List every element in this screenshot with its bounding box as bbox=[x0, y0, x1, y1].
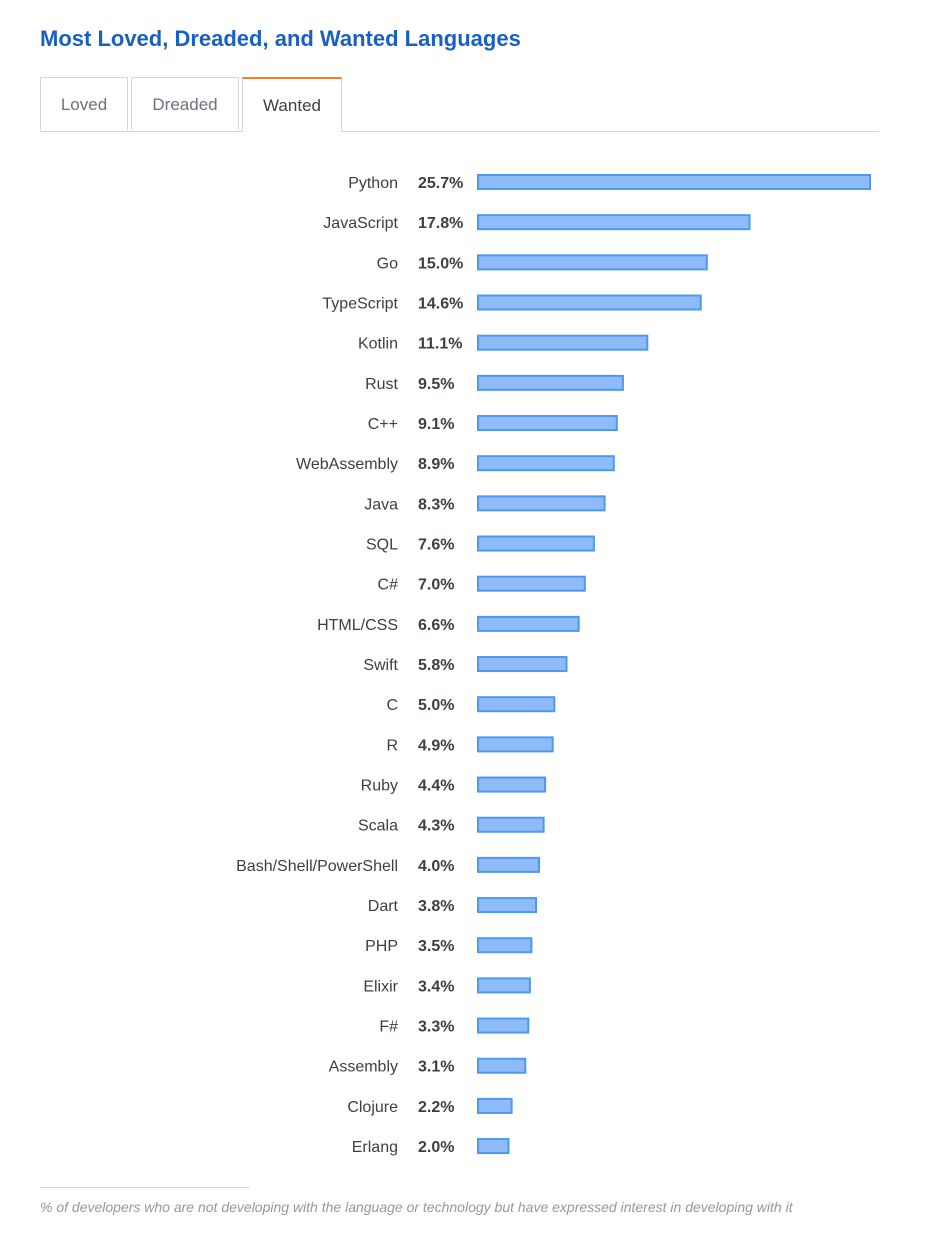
bar-r bbox=[477, 736, 554, 753]
tab-loved[interactable]: Loved bbox=[40, 77, 128, 130]
value-label-cplusplus: 9.1% bbox=[418, 416, 454, 433]
bar-typescript bbox=[477, 294, 702, 311]
category-label-kotlin: Kotlin bbox=[358, 336, 398, 353]
bar-rust bbox=[477, 374, 624, 391]
bar-dart bbox=[477, 897, 537, 914]
category-label-swift: Swift bbox=[363, 657, 398, 674]
category-label-html-css: HTML/CSS bbox=[317, 617, 398, 634]
value-label-ruby: 4.4% bbox=[418, 778, 454, 795]
category-label-assembly: Assembly bbox=[329, 1059, 398, 1076]
category-label-dart: Dart bbox=[368, 898, 399, 915]
value-label-java: 8.3% bbox=[418, 496, 454, 513]
wanted-languages-bar-chart: Python 25.7% JavaScript 17.8% Go 15.0% TypeScr… bbox=[236, 174, 871, 1156]
footnote-divider bbox=[40, 1187, 250, 1188]
bar-elixir bbox=[477, 977, 531, 994]
category-label-scala: Scala bbox=[358, 818, 398, 835]
value-label-r: 4.9% bbox=[418, 737, 454, 754]
category-label-webassembly: WebAssembly bbox=[296, 456, 398, 473]
category-label-ruby: Ruby bbox=[361, 778, 398, 795]
bar-clojure bbox=[477, 1097, 513, 1114]
category-label-erlang: Erlang bbox=[352, 1139, 398, 1156]
category-label-bash-shell-powershell: Bash/Shell/PowerShell bbox=[236, 858, 398, 875]
category-label-python: Python bbox=[348, 175, 398, 192]
value-label-erlang: 2.0% bbox=[418, 1139, 454, 1156]
bar-kotlin bbox=[477, 334, 649, 351]
category-label-go: Go bbox=[377, 255, 398, 272]
value-label-dart: 3.8% bbox=[418, 898, 454, 915]
value-label-sql: 7.6% bbox=[418, 537, 454, 554]
bar-fsharp bbox=[477, 1017, 530, 1034]
value-label-c: 5.0% bbox=[418, 697, 454, 714]
tab-wanted[interactable]: Wanted bbox=[242, 77, 342, 132]
page-title: Most Loved, Dreaded, and Wanted Language… bbox=[40, 26, 521, 51]
bar-javascript bbox=[477, 214, 751, 231]
category-label-javascript: JavaScript bbox=[323, 215, 398, 232]
category-label-fsharp: F# bbox=[379, 1019, 398, 1036]
value-label-swift: 5.8% bbox=[418, 657, 454, 674]
bar-webassembly bbox=[477, 455, 615, 472]
category-label-clojure: Clojure bbox=[347, 1099, 398, 1116]
bar-c bbox=[477, 696, 556, 713]
value-label-html-css: 6.6% bbox=[418, 617, 454, 634]
category-label-java: Java bbox=[364, 496, 398, 513]
category-label-c: C bbox=[386, 697, 398, 714]
category-label-r: R bbox=[386, 737, 398, 754]
value-label-python: 25.7% bbox=[418, 175, 463, 192]
value-label-php: 3.5% bbox=[418, 938, 454, 955]
value-label-webassembly: 8.9% bbox=[418, 456, 454, 473]
value-label-clojure: 2.2% bbox=[418, 1099, 454, 1116]
value-label-csharp: 7.0% bbox=[418, 577, 454, 594]
category-label-rust: Rust bbox=[365, 376, 398, 393]
bar-ruby bbox=[477, 776, 547, 793]
value-label-javascript: 17.8% bbox=[418, 215, 463, 232]
bar-php bbox=[477, 937, 533, 954]
bar-java bbox=[477, 495, 606, 512]
bar-python bbox=[477, 174, 871, 190]
bar-erlang bbox=[477, 1138, 510, 1155]
value-label-elixir: 3.4% bbox=[418, 978, 454, 995]
bar-html-css bbox=[477, 615, 580, 632]
bar-go bbox=[477, 254, 708, 271]
value-label-assembly: 3.1% bbox=[418, 1059, 454, 1076]
category-label-sql: SQL bbox=[366, 537, 398, 554]
category-label-typescript: TypeScript bbox=[322, 296, 398, 313]
bar-sql bbox=[477, 535, 595, 552]
value-label-fsharp: 3.3% bbox=[418, 1019, 454, 1036]
value-label-scala: 4.3% bbox=[418, 818, 454, 835]
bar-bash-shell-powershell bbox=[477, 856, 540, 873]
category-label-php: PHP bbox=[365, 938, 398, 955]
category-label-csharp: C# bbox=[378, 577, 399, 594]
value-label-typescript: 14.6% bbox=[418, 296, 463, 313]
bar-cplusplus bbox=[477, 415, 618, 432]
value-label-kotlin: 11.1% bbox=[418, 336, 462, 353]
category-label-cplusplus: C++ bbox=[368, 416, 398, 433]
value-label-go: 15.0% bbox=[418, 255, 463, 272]
value-label-rust: 9.5% bbox=[418, 376, 454, 393]
tab-bar: Loved Dreaded Wanted bbox=[40, 77, 879, 132]
tab-dreaded[interactable]: Dreaded bbox=[131, 77, 239, 130]
bar-assembly bbox=[477, 1057, 527, 1074]
footnote: % of developers who are not developing w… bbox=[40, 1199, 793, 1215]
category-label-elixir: Elixir bbox=[363, 978, 398, 995]
bar-swift bbox=[477, 656, 568, 673]
value-label-bash-shell-powershell: 4.0% bbox=[418, 858, 454, 875]
bar-scala bbox=[477, 816, 545, 833]
bar-csharp bbox=[477, 575, 586, 592]
